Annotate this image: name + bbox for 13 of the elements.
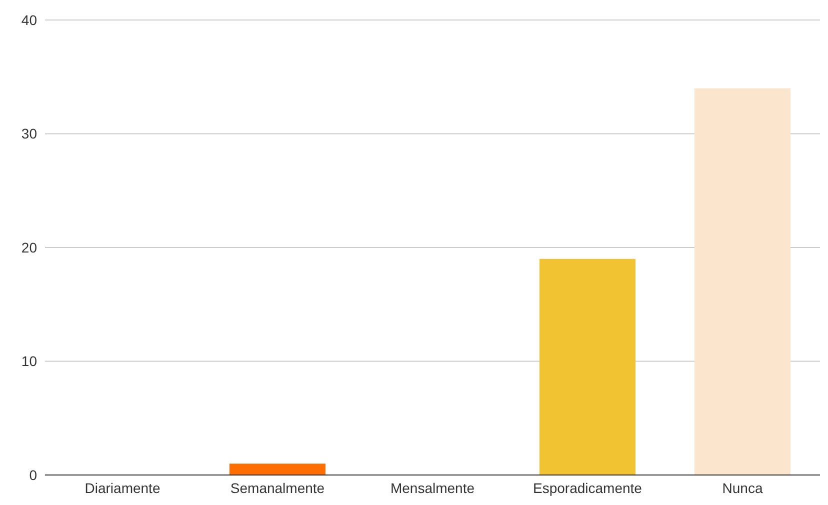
x-tick-label: Diariamente — [84, 480, 160, 496]
x-tick-label: Semanalmente — [230, 480, 325, 496]
y-tick-label: 10 — [21, 353, 38, 370]
y-tick-label: 0 — [29, 466, 38, 483]
x-tick-label: Mensalmente — [390, 480, 475, 496]
bar — [694, 88, 790, 475]
y-tick-label: 40 — [21, 12, 38, 28]
x-tick-label: Nunca — [722, 480, 763, 496]
y-tick-label: 20 — [21, 239, 38, 256]
bar — [539, 258, 636, 475]
y-tick-label: 30 — [21, 126, 38, 142]
bar — [229, 464, 326, 475]
x-tick-label: Esporadicamente — [533, 480, 642, 496]
